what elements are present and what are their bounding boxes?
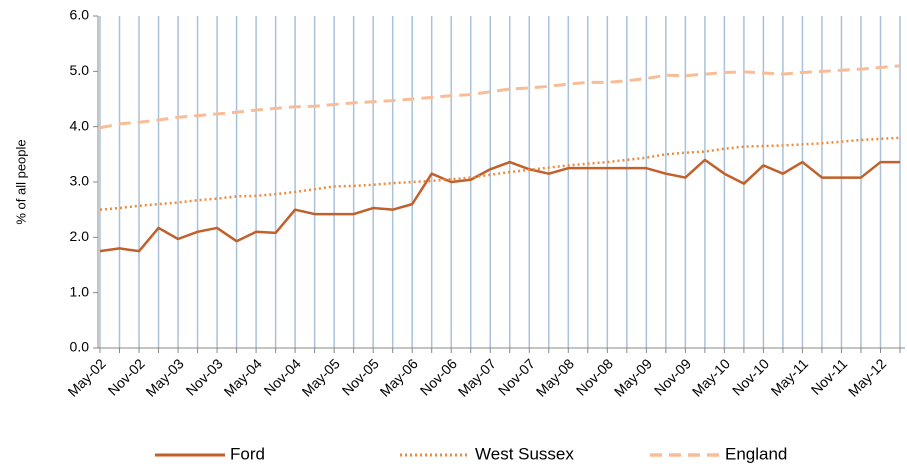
- x-tick-label: Nov-07: [495, 355, 538, 398]
- x-tick-label: Nov-05: [339, 355, 382, 398]
- legend-label: England: [725, 444, 787, 463]
- legend-label: West Sussex: [475, 444, 574, 463]
- line-series: [99, 136, 901, 211]
- x-tick-label: May-11: [768, 355, 812, 399]
- x-tick-label: May-12: [845, 355, 889, 399]
- y-tick-label: 2.0: [70, 228, 90, 244]
- y-tick-label: 4.0: [70, 117, 90, 133]
- x-tick-label: Nov-09: [651, 355, 694, 398]
- x-tick-label: Nov-08: [573, 355, 616, 398]
- x-tick-label: Nov-02: [105, 355, 148, 398]
- x-tick-label: May-08: [533, 355, 577, 399]
- y-tick-label: 6.0: [70, 7, 90, 23]
- x-tick-label: May-06: [377, 355, 421, 399]
- line-series: [99, 64, 901, 130]
- x-tick-label: May-10: [689, 355, 733, 399]
- line-series: [99, 158, 900, 253]
- y-tick-label: 0.0: [70, 339, 90, 355]
- legend-label: Ford: [230, 444, 265, 463]
- y-tick-label: 1.0: [70, 283, 90, 299]
- x-tick-label: Nov-03: [183, 355, 226, 398]
- x-tick-label: Nov-06: [417, 355, 460, 398]
- y-tick-label: 3.0: [70, 173, 90, 189]
- y-tick-label: 5.0: [70, 62, 90, 78]
- x-tick-label: Nov-04: [261, 355, 304, 398]
- x-tick-label: Nov-11: [808, 355, 851, 398]
- x-tick-label: May-03: [142, 355, 186, 399]
- x-tick-label: May-09: [611, 355, 655, 399]
- x-tick-label: May-05: [299, 355, 343, 399]
- x-tick-label: May-04: [221, 355, 265, 399]
- y-axis-label: % of all people: [13, 139, 28, 224]
- x-tick-label: May-02: [64, 355, 108, 399]
- x-tick-label: Nov-10: [729, 355, 772, 398]
- x-tick-label: May-07: [455, 355, 499, 399]
